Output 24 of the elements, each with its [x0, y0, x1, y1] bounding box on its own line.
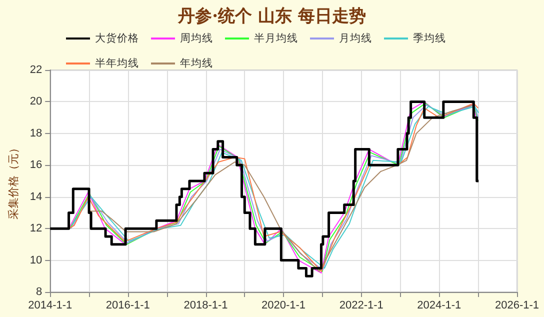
y-tick-label: 8 [36, 286, 42, 298]
legend-label: 周均线 [180, 32, 213, 44]
y-tick-label: 12 [30, 222, 42, 235]
legend-label: 半月均线 [254, 32, 298, 44]
y-tick-label: 14 [30, 190, 42, 203]
x-tick-label: 2016-1-1 [106, 300, 150, 312]
x-tick-label: 2014-1-1 [28, 300, 72, 312]
y-tick-label: 16 [30, 159, 42, 172]
x-tick-label: 2022-1-1 [339, 300, 384, 312]
y-axis-title: 采集价格（元） [7, 142, 20, 220]
chart-title: 丹参·统个 山东 每日走势 [177, 6, 366, 26]
x-tick-label: 2026-1-1 [494, 300, 540, 312]
y-tick-label: 10 [30, 254, 42, 266]
x-tick-label: 2020-1-1 [261, 300, 306, 312]
y-tick-label: 22 [30, 64, 42, 76]
legend-label: 年均线 [180, 56, 213, 70]
legend-label: 季均线 [413, 32, 446, 44]
x-tick-label: 2024-1-1 [417, 300, 462, 312]
y-tick-label: 18 [30, 127, 42, 140]
x-tick-label: 2018-1-1 [184, 300, 228, 312]
y-tick-label: 20 [30, 96, 42, 108]
legend-label: 半年均线 [95, 56, 139, 70]
legend-label: 大货价格 [95, 32, 139, 44]
legend-label: 月均线 [339, 32, 372, 44]
